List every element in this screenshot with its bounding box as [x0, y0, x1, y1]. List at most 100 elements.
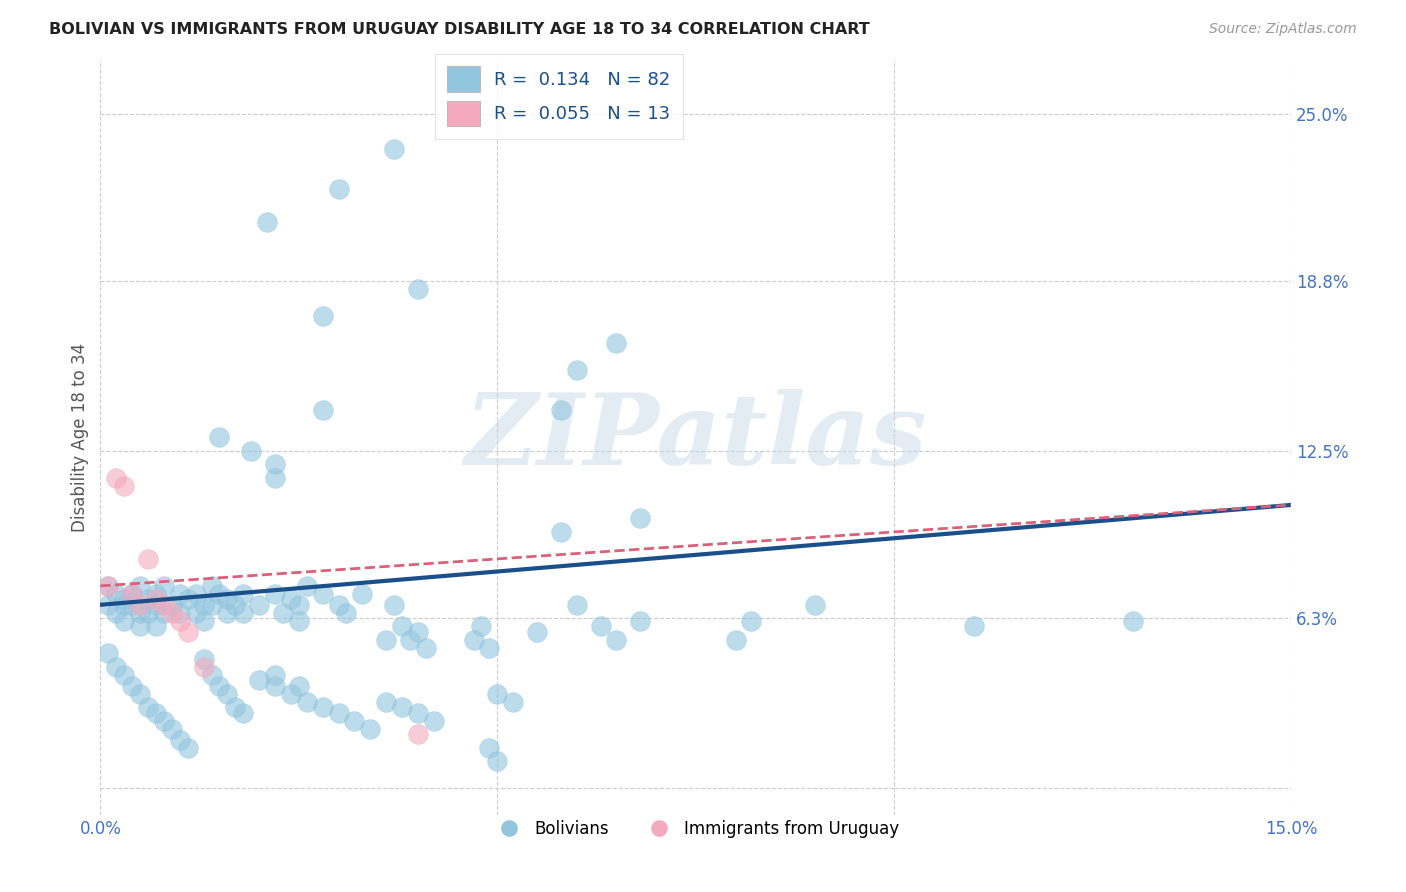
- Point: [121, 679, 143, 693]
- Point: [160, 598, 183, 612]
- Point: [193, 652, 215, 666]
- Point: [97, 579, 120, 593]
- Text: Source: ZipAtlas.com: Source: ZipAtlas.com: [1209, 22, 1357, 37]
- Point: [121, 587, 143, 601]
- Point: [264, 679, 287, 693]
- Point: [565, 598, 588, 612]
- Point: [288, 614, 311, 628]
- Point: [176, 624, 198, 639]
- Point: [382, 598, 405, 612]
- Point: [724, 632, 747, 647]
- Point: [406, 624, 429, 639]
- Point: [328, 598, 350, 612]
- Point: [415, 640, 437, 655]
- Point: [129, 579, 152, 593]
- Point: [121, 587, 143, 601]
- Point: [550, 524, 572, 539]
- Point: [406, 727, 429, 741]
- Text: ZIPatlas: ZIPatlas: [464, 389, 927, 486]
- Point: [628, 614, 651, 628]
- Point: [470, 619, 492, 633]
- Point: [478, 640, 501, 655]
- Point: [184, 606, 207, 620]
- Point: [217, 687, 239, 701]
- Point: [169, 606, 191, 620]
- Point: [232, 606, 254, 620]
- Point: [423, 714, 446, 728]
- Point: [311, 309, 333, 323]
- Point: [105, 606, 128, 620]
- Point: [217, 606, 239, 620]
- Point: [399, 632, 422, 647]
- Point: [153, 606, 176, 620]
- Point: [406, 706, 429, 720]
- Point: [176, 740, 198, 755]
- Point: [208, 587, 231, 601]
- Point: [628, 511, 651, 525]
- Point: [176, 592, 198, 607]
- Point: [264, 458, 287, 472]
- Point: [295, 695, 318, 709]
- Point: [311, 587, 333, 601]
- Point: [589, 619, 612, 633]
- Point: [160, 722, 183, 736]
- Point: [359, 722, 381, 736]
- Point: [193, 660, 215, 674]
- Point: [224, 700, 246, 714]
- Point: [486, 687, 509, 701]
- Point: [208, 430, 231, 444]
- Point: [112, 614, 135, 628]
- Point: [136, 606, 159, 620]
- Point: [311, 403, 333, 417]
- Point: [264, 471, 287, 485]
- Point: [264, 668, 287, 682]
- Point: [193, 614, 215, 628]
- Point: [193, 598, 215, 612]
- Point: [382, 142, 405, 156]
- Point: [153, 579, 176, 593]
- Text: BOLIVIAN VS IMMIGRANTS FROM URUGUAY DISABILITY AGE 18 TO 34 CORRELATION CHART: BOLIVIAN VS IMMIGRANTS FROM URUGUAY DISA…: [49, 22, 870, 37]
- Point: [247, 598, 270, 612]
- Point: [153, 714, 176, 728]
- Point: [280, 687, 302, 701]
- Point: [526, 624, 548, 639]
- Point: [352, 587, 374, 601]
- Point: [145, 587, 167, 601]
- Point: [375, 695, 398, 709]
- Point: [121, 598, 143, 612]
- Point: [129, 687, 152, 701]
- Point: [145, 619, 167, 633]
- Point: [605, 632, 627, 647]
- Point: [208, 679, 231, 693]
- Point: [97, 646, 120, 660]
- Point: [565, 363, 588, 377]
- Point: [550, 403, 572, 417]
- Point: [963, 619, 986, 633]
- Point: [169, 732, 191, 747]
- Point: [463, 632, 485, 647]
- Point: [391, 619, 413, 633]
- Point: [169, 614, 191, 628]
- Point: [224, 598, 246, 612]
- Point: [605, 336, 627, 351]
- Point: [740, 614, 762, 628]
- Point: [232, 706, 254, 720]
- Point: [200, 598, 222, 612]
- Point: [232, 587, 254, 601]
- Legend: Bolivians, Immigrants from Uruguay: Bolivians, Immigrants from Uruguay: [486, 814, 905, 845]
- Point: [256, 214, 278, 228]
- Point: [105, 587, 128, 601]
- Point: [478, 740, 501, 755]
- Point: [153, 598, 176, 612]
- Point: [136, 592, 159, 607]
- Point: [97, 579, 120, 593]
- Point: [200, 668, 222, 682]
- Point: [328, 706, 350, 720]
- Point: [335, 606, 357, 620]
- Point: [145, 598, 167, 612]
- Point: [271, 606, 294, 620]
- Point: [112, 479, 135, 493]
- Point: [112, 592, 135, 607]
- Point: [136, 552, 159, 566]
- Point: [105, 471, 128, 485]
